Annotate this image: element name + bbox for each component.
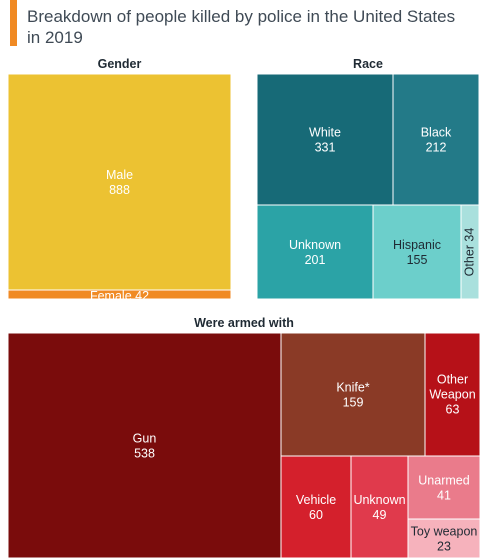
race-unknown-label: Unknown [289, 238, 341, 252]
armed-toy-weapon-value: 23 [437, 540, 451, 554]
armed-section-label: Were armed with [194, 316, 294, 330]
race-hispanic-tile [372, 204, 462, 300]
armed-knife-tile [280, 332, 426, 457]
armed-other-weapon-tile [424, 332, 480, 457]
armed-other-weapon-label-line-2: Weapon [429, 388, 475, 402]
chart-title: Breakdown of people killed by police in … [27, 7, 456, 47]
armed-vehicle-label: Vehicle [296, 493, 336, 507]
armed-vehicle-value: 60 [309, 508, 323, 522]
armed-other-weapon-value: 63 [446, 403, 460, 417]
armed-unarmed-tile [407, 455, 480, 520]
armed-gun-tile [7, 332, 282, 558]
race-hispanic-value: 155 [407, 253, 428, 267]
armed-other-weapon-label-line-1: Other [437, 373, 468, 387]
race-other-label: Other 34 [462, 228, 476, 277]
race-white-value: 331 [315, 141, 336, 155]
armed-unknown-tile [350, 455, 409, 558]
race-unknown-tile [256, 204, 374, 300]
armed-toy-weapon-tile [407, 518, 480, 558]
gender-male-tile [7, 73, 232, 291]
race-section-label: Race [353, 57, 383, 71]
gender-male-value: 888 [109, 183, 130, 197]
title-accent-bar [10, 0, 17, 46]
race-white-tile [256, 73, 394, 206]
gender-section-label: Gender [97, 57, 142, 71]
gender-male-label: Male [106, 168, 133, 182]
armed-unarmed-value: 41 [437, 489, 451, 503]
armed-knife-value: 159 [343, 396, 364, 410]
race-hispanic-label: Hispanic [393, 238, 441, 252]
armed-gun-label: Gun [133, 432, 157, 446]
armed-unarmed-label: Unarmed [418, 474, 469, 488]
gender-female-tile [7, 289, 232, 300]
race-black-tile [392, 73, 480, 206]
armed-knife-label: Knife* [336, 381, 369, 395]
armed-toy-weapon-label: Toy weapon [411, 525, 478, 539]
race-other-tile [460, 204, 480, 300]
race-black-value: 212 [426, 141, 447, 155]
armed-vehicle-tile [280, 455, 352, 558]
race-unknown-value: 201 [305, 253, 326, 267]
armed-unknown-value: 49 [373, 508, 387, 522]
armed-gun-value: 538 [134, 447, 155, 461]
gender-female-label: Female 42 [90, 289, 149, 303]
race-white-label: White [309, 126, 341, 140]
race-black-label: Black [421, 126, 452, 140]
armed-unknown-label: Unknown [353, 493, 405, 507]
